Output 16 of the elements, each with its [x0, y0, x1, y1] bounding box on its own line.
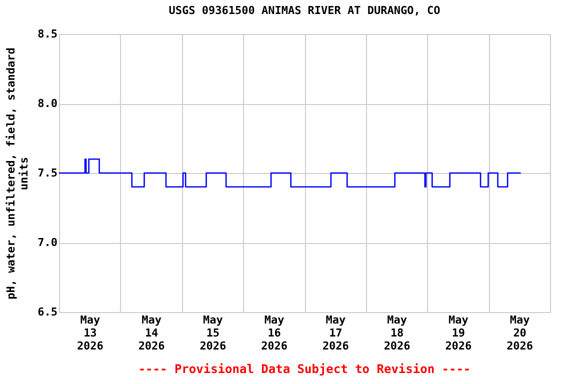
y-tick-label: 8.0 — [38, 97, 58, 110]
text: ---- Provisional Data Subject to Revision ---- — [138, 362, 471, 376]
x-tick-label: May 14 2026 — [138, 314, 166, 352]
y-tick-label: 7.0 — [38, 236, 58, 249]
x-tick-label: May 20 2026 — [506, 314, 534, 352]
y-tick-label: 6.5 — [38, 306, 58, 318]
x-tick-label: May 13 2026 — [76, 314, 104, 352]
x-tick-label: May 17 2026 — [322, 314, 350, 352]
y-axis-title: pH, water, unfiltered, field, standard units — [4, 48, 31, 300]
y-tick-label: 8.5 — [38, 28, 58, 40]
x-tick-label: May 15 2026 — [200, 314, 227, 352]
y-tick-label: 7.5 — [38, 166, 58, 180]
x-tick-label: May 19 2026 — [445, 314, 472, 352]
chart-title: USGS 09361500 ANIMAS RIVER AT DURANGO, CO — [168, 4, 441, 17]
x-tick-label: May 18 2026 — [384, 314, 411, 352]
x-tick-label: May 16 2026 — [261, 314, 288, 352]
